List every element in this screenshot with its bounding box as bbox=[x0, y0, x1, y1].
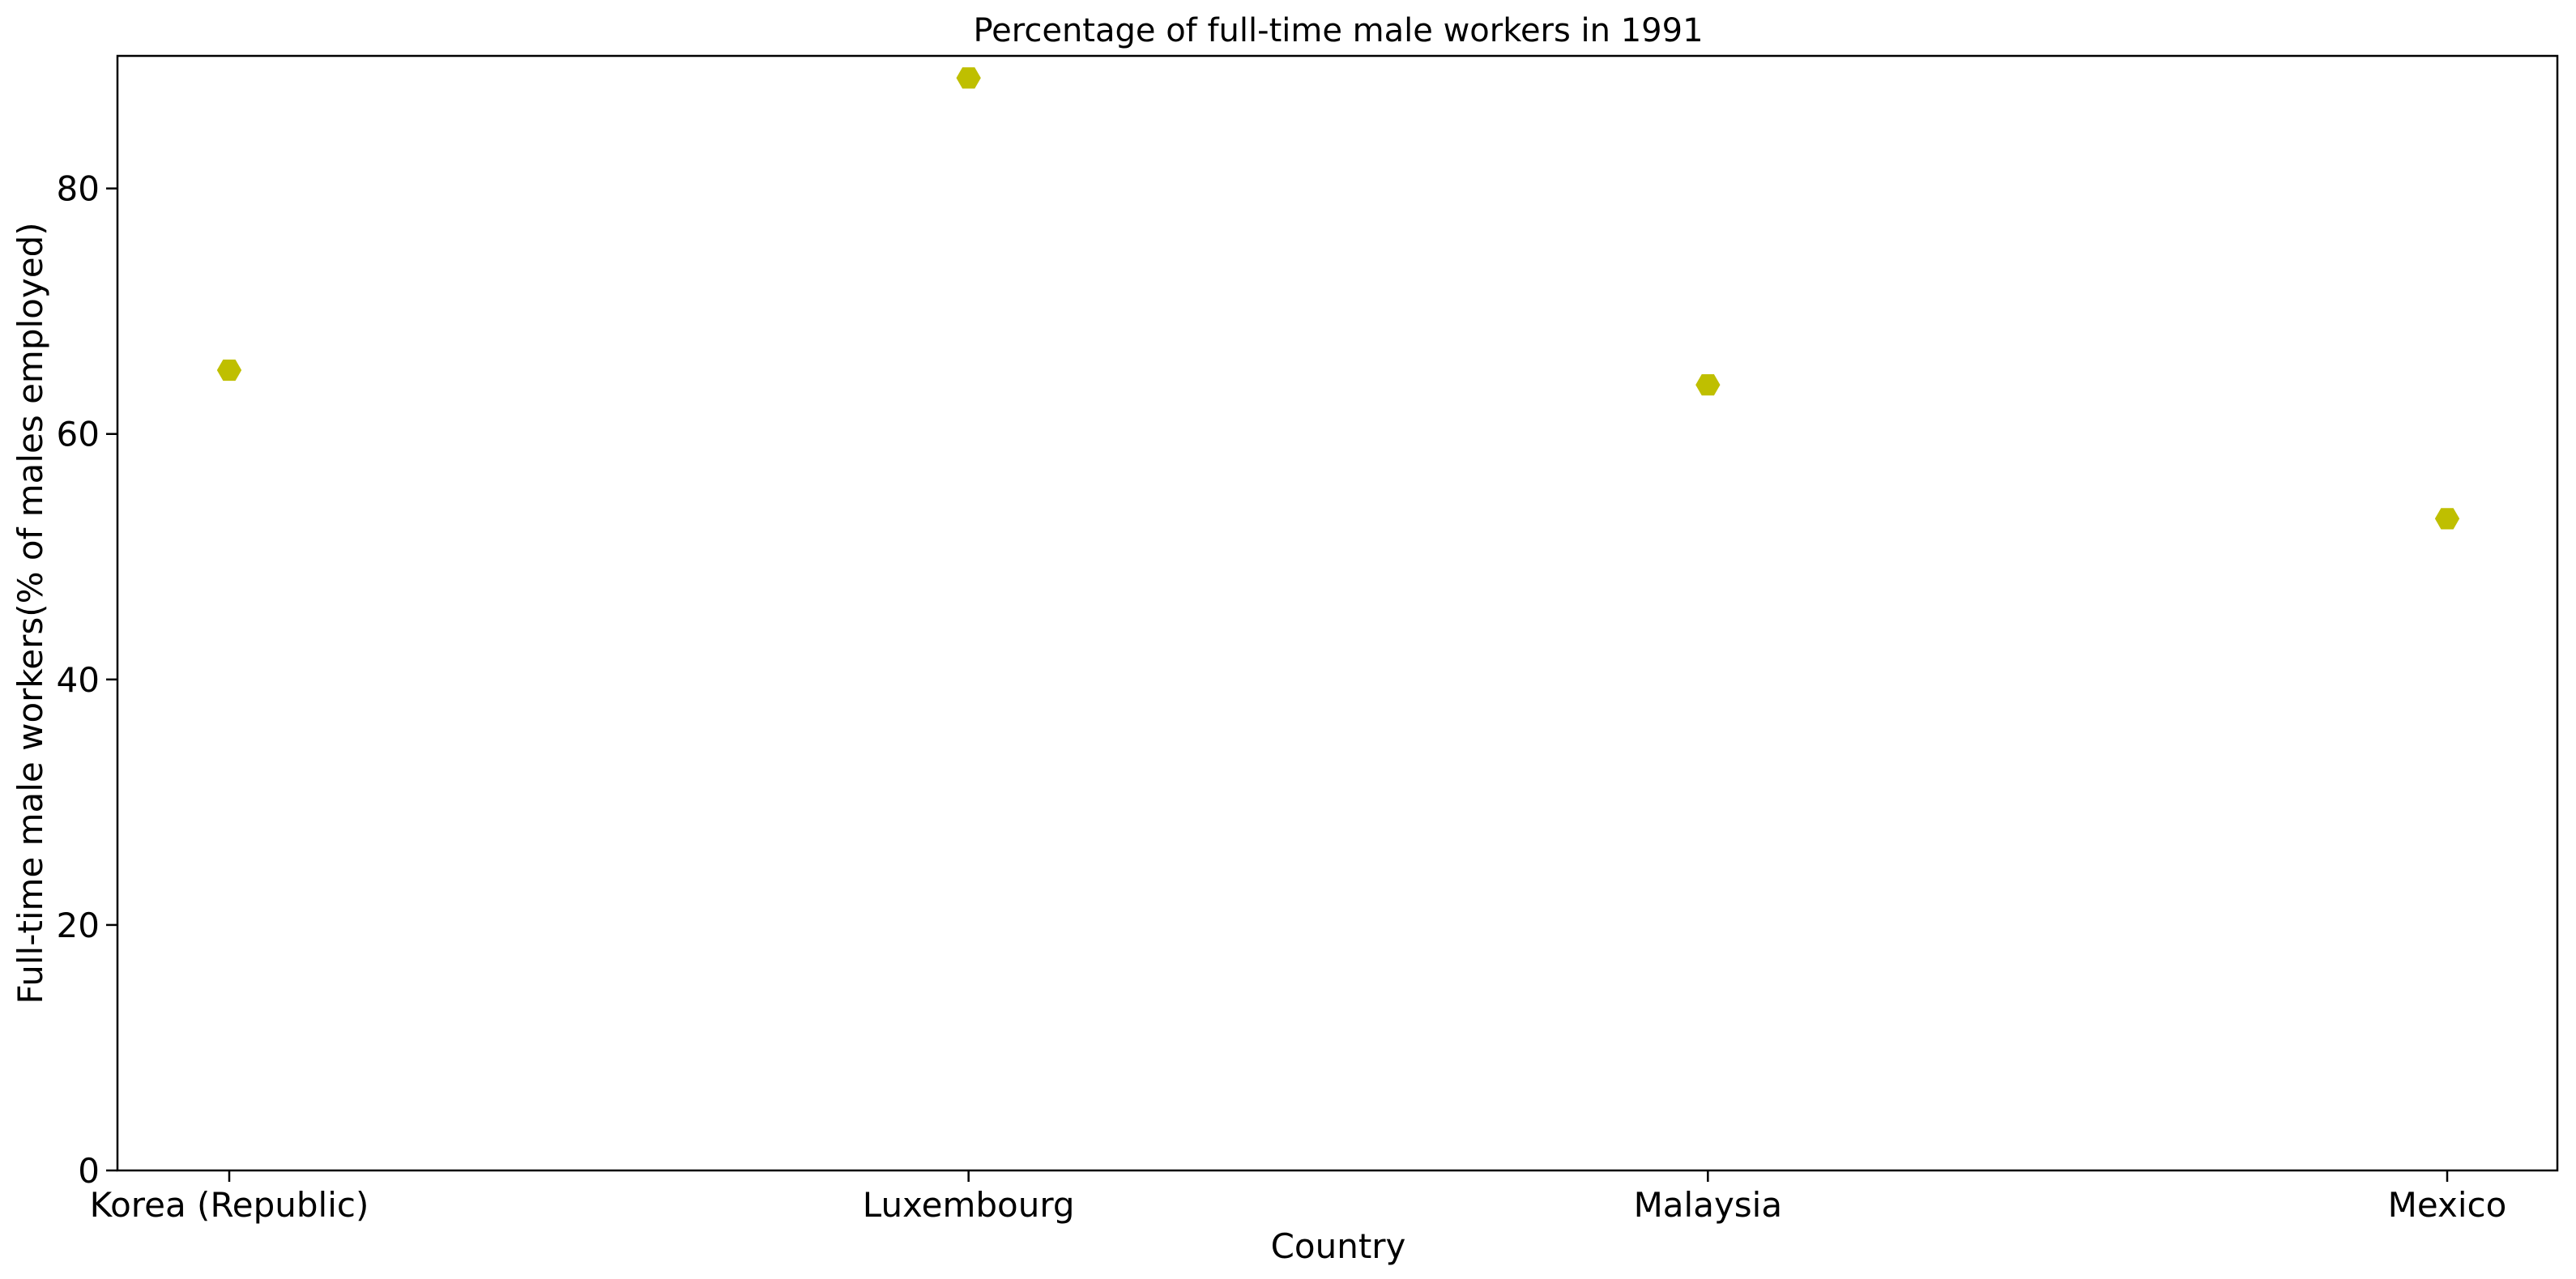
y-axis: 0 20 40 60 80 bbox=[57, 169, 117, 1191]
plot-area bbox=[116, 54, 2559, 1172]
data-point bbox=[216, 359, 242, 382]
data-point bbox=[2434, 508, 2460, 530]
x-tick-label: Malaysia bbox=[1634, 1185, 1783, 1225]
x-tick-label: Luxembourg bbox=[863, 1185, 1075, 1225]
x-axis: Korea (Republic) Luxembourg Malaysia Mexico bbox=[90, 1170, 2507, 1225]
y-tick-label: 0 bbox=[78, 1151, 100, 1191]
chart-title: Percentage of full-time male workers in … bbox=[973, 12, 1703, 49]
y-tick-label: 20 bbox=[57, 906, 100, 945]
x-axis-label: Country bbox=[1271, 1226, 1406, 1266]
y-tick-label: 80 bbox=[57, 169, 100, 209]
data-point bbox=[1695, 374, 1721, 396]
x-tick-label: Korea (Republic) bbox=[90, 1185, 369, 1225]
data-point bbox=[956, 67, 981, 89]
y-tick-label: 60 bbox=[57, 415, 100, 454]
x-tick-label: Mexico bbox=[2388, 1185, 2507, 1225]
data-points bbox=[216, 67, 2460, 530]
y-tick-label: 40 bbox=[57, 660, 100, 700]
y-axis-label: Full-time male workers(% of males employ… bbox=[11, 222, 50, 1004]
